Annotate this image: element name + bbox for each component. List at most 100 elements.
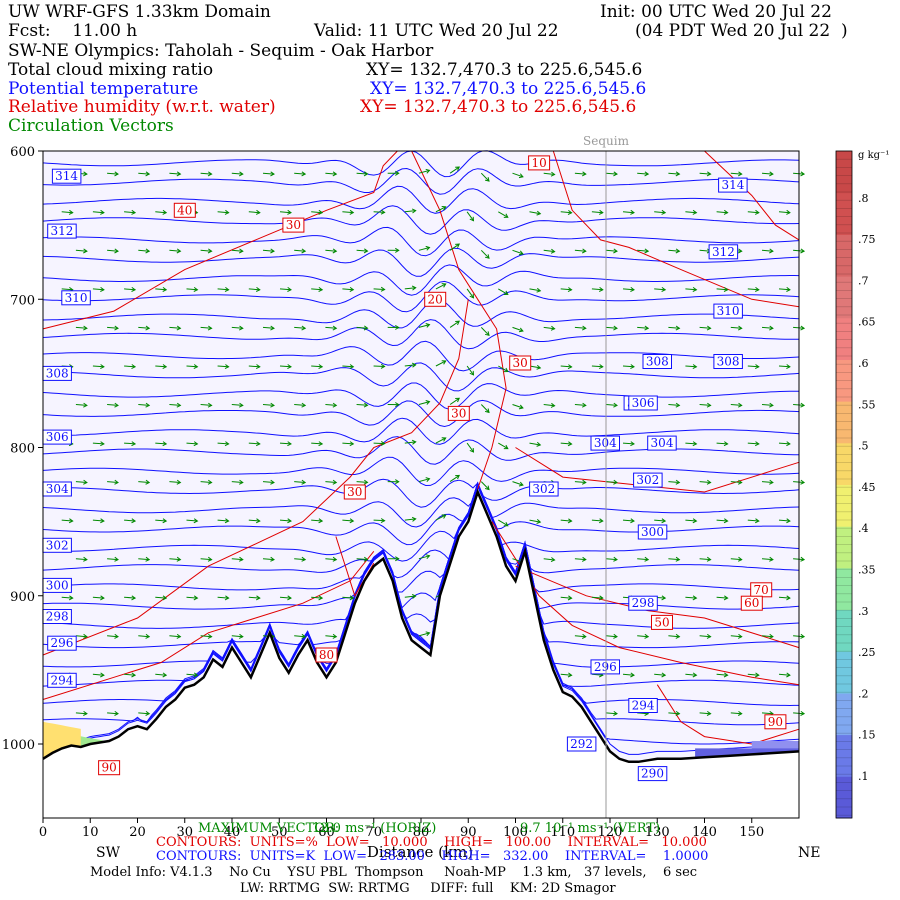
- vector-arrow: [543, 249, 555, 253]
- vector-arrow: [75, 712, 87, 715]
- vector-arrowhead: [176, 479, 182, 485]
- vector-arrowhead: [255, 595, 261, 601]
- vector-arrowhead: [737, 325, 743, 331]
- vector-arrowhead: [567, 364, 573, 370]
- vector-arrowhead: [630, 209, 635, 215]
- vector-arrowhead: [224, 287, 230, 292]
- vector-arrow: [699, 635, 711, 638]
- vector-arrow: [605, 558, 618, 561]
- vector-arrowhead: [207, 402, 213, 408]
- vector-arrowhead: [100, 441, 105, 447]
- vector-arrowhead: [332, 633, 338, 639]
- vector-arrowhead: [83, 171, 88, 177]
- vector-arrowhead: [100, 672, 105, 678]
- vector-arrow: [622, 211, 635, 214]
- vector-arrowhead: [692, 441, 698, 447]
- vector-arrow: [560, 519, 572, 522]
- vector-arrowhead: [83, 402, 88, 408]
- vector-arrow: [747, 211, 759, 214]
- theta-contour-info: CONTOURS: UNITS=K LOW= 283.00 HIGH= 332.…: [156, 849, 709, 864]
- colorbar-tick-label: .7: [858, 274, 869, 287]
- theta-line: [42, 483, 800, 649]
- vector-arrowhead: [176, 556, 182, 562]
- vector-arrowhead: [301, 633, 307, 639]
- vector-arrowhead: [567, 287, 573, 293]
- theta-label: 300: [46, 578, 69, 592]
- vector-arrowhead: [536, 210, 542, 216]
- vector-arrowhead: [318, 518, 324, 524]
- vector-arrow: [747, 519, 759, 522]
- vector-arrow: [107, 635, 119, 638]
- vector-arrowhead: [83, 633, 88, 639]
- vector-arrow: [107, 404, 119, 406]
- vector-arrow: [325, 558, 337, 561]
- vector-arrow: [512, 172, 524, 178]
- vector-arrowhead: [518, 173, 524, 179]
- vector-arrow: [294, 558, 306, 561]
- vector-arrowhead: [723, 286, 729, 292]
- vector-arrow: [356, 481, 368, 483]
- vector-arrow: [404, 210, 416, 213]
- colorbar-tick-label: .35: [858, 564, 876, 577]
- vector-arrow: [716, 673, 728, 676]
- theta-label: 296: [594, 660, 617, 674]
- vector-arrowhead: [270, 402, 275, 408]
- vector-arrowhead: [644, 248, 650, 254]
- vector-arrow: [605, 326, 618, 329]
- vector-arrowhead: [484, 331, 490, 336]
- x-tick-label: 150: [739, 825, 764, 840]
- vector-arrow: [512, 326, 524, 332]
- rh-line: [552, 150, 800, 308]
- vector-arrow: [605, 172, 618, 175]
- vector-arrowhead: [550, 248, 556, 254]
- vector-arrow: [92, 519, 104, 522]
- vector-arrow: [61, 519, 73, 522]
- vector-arrow: [529, 288, 541, 292]
- vector-arrowhead: [786, 518, 791, 524]
- vector-arrowhead: [287, 209, 292, 215]
- vector-arrow: [591, 673, 603, 676]
- vector-arrowhead: [301, 171, 307, 177]
- vector-arrowhead: [411, 439, 417, 445]
- vector-arrow: [138, 635, 150, 638]
- vector-arrowhead: [723, 672, 729, 678]
- vector-arrowhead: [395, 324, 400, 330]
- vector-arrow: [699, 404, 711, 406]
- theta-label-box: [713, 354, 743, 369]
- vector-arrow: [404, 595, 416, 598]
- vector-arrow: [418, 169, 430, 174]
- theta-label-box: [61, 290, 91, 306]
- vector-arrowhead: [395, 479, 400, 485]
- vector-arrowhead: [723, 209, 729, 215]
- theta-label-box: [47, 672, 77, 688]
- vector-arrowhead: [518, 250, 524, 256]
- rh-label-box: [282, 217, 305, 233]
- vector-arrowhead: [484, 254, 490, 259]
- vector-arrowhead: [318, 595, 324, 601]
- vector-arrowhead: [176, 402, 182, 408]
- vector-arrow: [61, 288, 73, 291]
- vector-arrowhead: [503, 213, 509, 218]
- vector-arrow: [637, 712, 649, 715]
- vector-arrow: [325, 249, 337, 252]
- vector-arrow: [716, 211, 728, 214]
- init-time: Init: 00 UTC Wed 20 Jul 22: [600, 2, 832, 22]
- vector-arrow: [155, 442, 167, 445]
- vector-arrow: [279, 365, 292, 368]
- colorbar-tick-label: .8: [858, 192, 869, 205]
- vector-arrow: [435, 437, 446, 444]
- theta-label-box: [529, 481, 559, 497]
- theta-label-box: [51, 168, 82, 184]
- field-cloud-name: Total cloud mixing ratio: [8, 60, 214, 80]
- theta-line: [42, 483, 800, 546]
- vector-arrowhead: [769, 633, 774, 639]
- vector-arrowhead: [675, 248, 681, 254]
- vector-arrowhead: [598, 287, 604, 292]
- vector-arrow: [685, 211, 697, 214]
- vector-arrow: [404, 287, 416, 290]
- vector-arrow: [373, 365, 385, 367]
- vector-arrowhead: [224, 595, 230, 601]
- terrain: [42, 488, 800, 818]
- vector-arrow: [480, 172, 490, 182]
- vector-arrow: [155, 596, 167, 599]
